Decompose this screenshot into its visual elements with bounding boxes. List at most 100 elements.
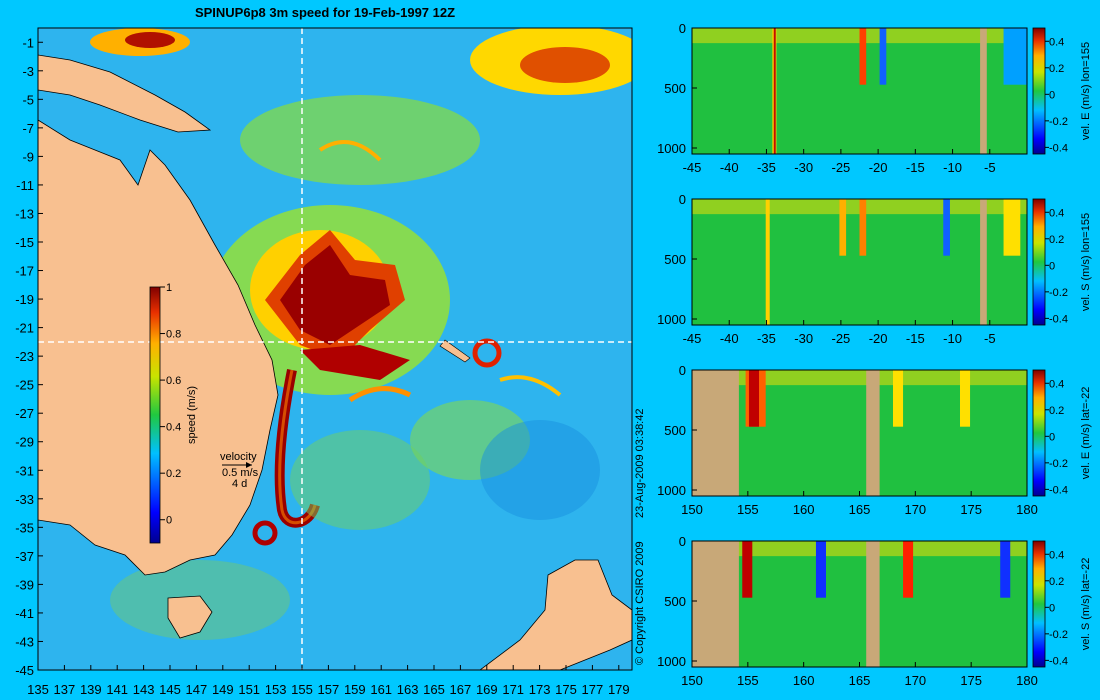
velocity-key-arrowhead — [246, 462, 252, 468]
section-land-mask — [980, 28, 987, 154]
section-colorbar-tick-label: -0.2 — [1049, 458, 1068, 470]
section-y-tick-label: 1000 — [657, 312, 686, 327]
section-colorbar-tick-label: 0.2 — [1049, 576, 1064, 588]
speed-colorbar-tick-label: 0.6 — [166, 375, 181, 387]
section-land-mask — [866, 541, 880, 667]
section-x-tick-label: 180 — [1016, 502, 1038, 517]
eddy — [252, 520, 278, 546]
speed-colorbar-tick-label: 0.2 — [166, 468, 181, 480]
speed-colorbar-tick-label: 1 — [166, 282, 172, 294]
speed-colorbar: 0 0.2 0.4 0.6 0.8 1 speed (m/s) — [149, 282, 198, 544]
section-y-tick-label: 500 — [664, 594, 686, 609]
section-land-mask — [692, 370, 739, 496]
map-x-tick-label: 161 — [370, 682, 392, 697]
section-colorbar-tick-label: 0.4 — [1049, 207, 1064, 219]
section-colorbar — [1032, 369, 1046, 497]
speed-region — [240, 95, 480, 185]
section-velocity-feature — [742, 541, 753, 598]
map-y-tick-label: -41 — [15, 606, 34, 621]
map-y-tick-label: -11 — [16, 178, 34, 193]
section-panels: -45 -40 -35 -30 -25 -20 -15 -10 -5 0 500 1000 0.4 0.2… — [657, 21, 1092, 688]
map-y-tick-label: -13 — [15, 206, 34, 221]
map-x-axis: 135 137 139 141 143 145 147 149 151 153 155 157 159 1… — [27, 665, 630, 697]
section-x-tick-label: 160 — [793, 502, 815, 517]
section-x-tick-label: -20 — [869, 160, 888, 175]
map-y-tick-label: -33 — [15, 492, 34, 507]
section-land-mask — [692, 541, 739, 667]
map-x-tick-label: 141 — [106, 682, 128, 697]
section-x-tick-label: 180 — [1016, 673, 1038, 688]
map-x-tick-label: 159 — [344, 682, 366, 697]
section-colorbar-tick-label: -0.4 — [1049, 313, 1068, 325]
section-colorbar-label: vel. S (m/s) lon=155 — [1080, 213, 1092, 311]
map-x-tick-label: 175 — [555, 682, 577, 697]
map-y-tick-label: -43 — [15, 634, 34, 649]
section-colorbar-tick-label: 0.4 — [1049, 36, 1064, 48]
velocity-key-value: 0.5 m/s — [222, 467, 259, 479]
section-velocity-feature — [893, 370, 904, 427]
section-colorbar-tick-label: 0.2 — [1049, 234, 1064, 246]
map-y-tick-label: -45 — [15, 663, 34, 678]
section-colorbar-tick-label: -0.2 — [1049, 629, 1068, 641]
section-y-tick-label: 1000 — [657, 654, 686, 669]
section-velocity-feature — [859, 199, 867, 256]
section-x-tick-label: 155 — [737, 673, 759, 688]
speed-colorbar-gradient — [149, 286, 161, 544]
section-x-tick-label: -45 — [683, 331, 702, 346]
section-colorbar — [1032, 198, 1046, 326]
section-panel: 150 155 160 165 170 175 180 0 500 1000 0.4 0.2 0 -0.2… — [657, 534, 1092, 688]
speed-region — [280, 245, 390, 345]
section-x-tick-label: -5 — [984, 160, 996, 175]
section-x-tick-label: -30 — [794, 331, 813, 346]
speed-colorbar-tick-label: 0.8 — [166, 329, 181, 341]
map-y-tick-label: -25 — [15, 378, 34, 393]
section-colorbar-label: vel. S (m/s) lat=-22 — [1080, 558, 1092, 651]
section-x-tick-label: 150 — [681, 673, 703, 688]
map-y-tick-label: -37 — [15, 549, 34, 564]
map-y-tick-label: -21 — [15, 321, 34, 336]
section-colorbar — [1032, 27, 1046, 155]
section-velocity-feature — [815, 541, 826, 598]
map-y-tick-label: -3 — [22, 64, 34, 79]
section-colorbar-tick-label: 0 — [1049, 260, 1055, 272]
section-x-tick-label: -35 — [757, 160, 776, 175]
speed-colorbar-tick-label: 0.4 — [166, 422, 181, 434]
velocity-key-duration: 4 d — [232, 478, 247, 490]
section-x-tick-label: -15 — [906, 331, 925, 346]
map-y-tick-label: -31 — [15, 463, 34, 478]
speed-region — [480, 420, 600, 520]
section-colorbar-tick-label: -0.4 — [1049, 484, 1068, 496]
map-x-tick-label: 169 — [476, 682, 498, 697]
section-x-tick-label: -20 — [869, 331, 888, 346]
section-colorbar-label: vel. E (m/s) lat=-22 — [1080, 387, 1092, 480]
section-y-tick-label: 500 — [664, 81, 686, 96]
section-colorbar-tick-label: 0.4 — [1049, 378, 1064, 390]
speed-region — [125, 32, 175, 48]
map-x-tick-label: 171 — [502, 682, 524, 697]
section-x-tick-label: -5 — [984, 331, 996, 346]
section-frame — [691, 27, 1028, 155]
map-y-tick-label: -29 — [15, 435, 34, 450]
section-x-tick-label: -30 — [794, 160, 813, 175]
section-x-tick-label: -10 — [943, 160, 962, 175]
current-filament — [348, 386, 412, 403]
section-colorbar-tick-label: -0.4 — [1049, 142, 1068, 154]
section-x-tick-label: -45 — [683, 160, 702, 175]
section-velocity-feature — [903, 541, 914, 598]
map-y-tick-label: -7 — [22, 121, 34, 136]
speed-region — [300, 345, 410, 380]
section-x-tick-label: -25 — [831, 331, 850, 346]
map-x-tick-label: 139 — [80, 682, 102, 697]
map-x-tick-label: 153 — [265, 682, 287, 697]
chart-title: SPINUP6p8 3m speed for 19-Feb-1997 12Z — [195, 5, 455, 20]
section-colorbar-tick-label: -0.4 — [1049, 655, 1068, 667]
section-panel: -45 -40 -35 -30 -25 -20 -15 -10 -5 0 500 1000 0.4 0.2… — [657, 192, 1092, 346]
speed-map: 135 137 139 141 143 145 147 149 151 153 155 157 159 1… — [15, 27, 633, 697]
section-velocity-feature — [839, 199, 847, 256]
section-colorbar-tick-label: -0.2 — [1049, 287, 1068, 299]
map-y-axis: -1 -3 -5 -7 -9 -11 -13 -15 -17 -19 -21 -23 -25 -27 -29… — [15, 35, 43, 678]
current-filament — [318, 140, 382, 162]
section-velocity-feature — [748, 370, 759, 427]
map-y-tick-label: -17 — [15, 264, 34, 279]
